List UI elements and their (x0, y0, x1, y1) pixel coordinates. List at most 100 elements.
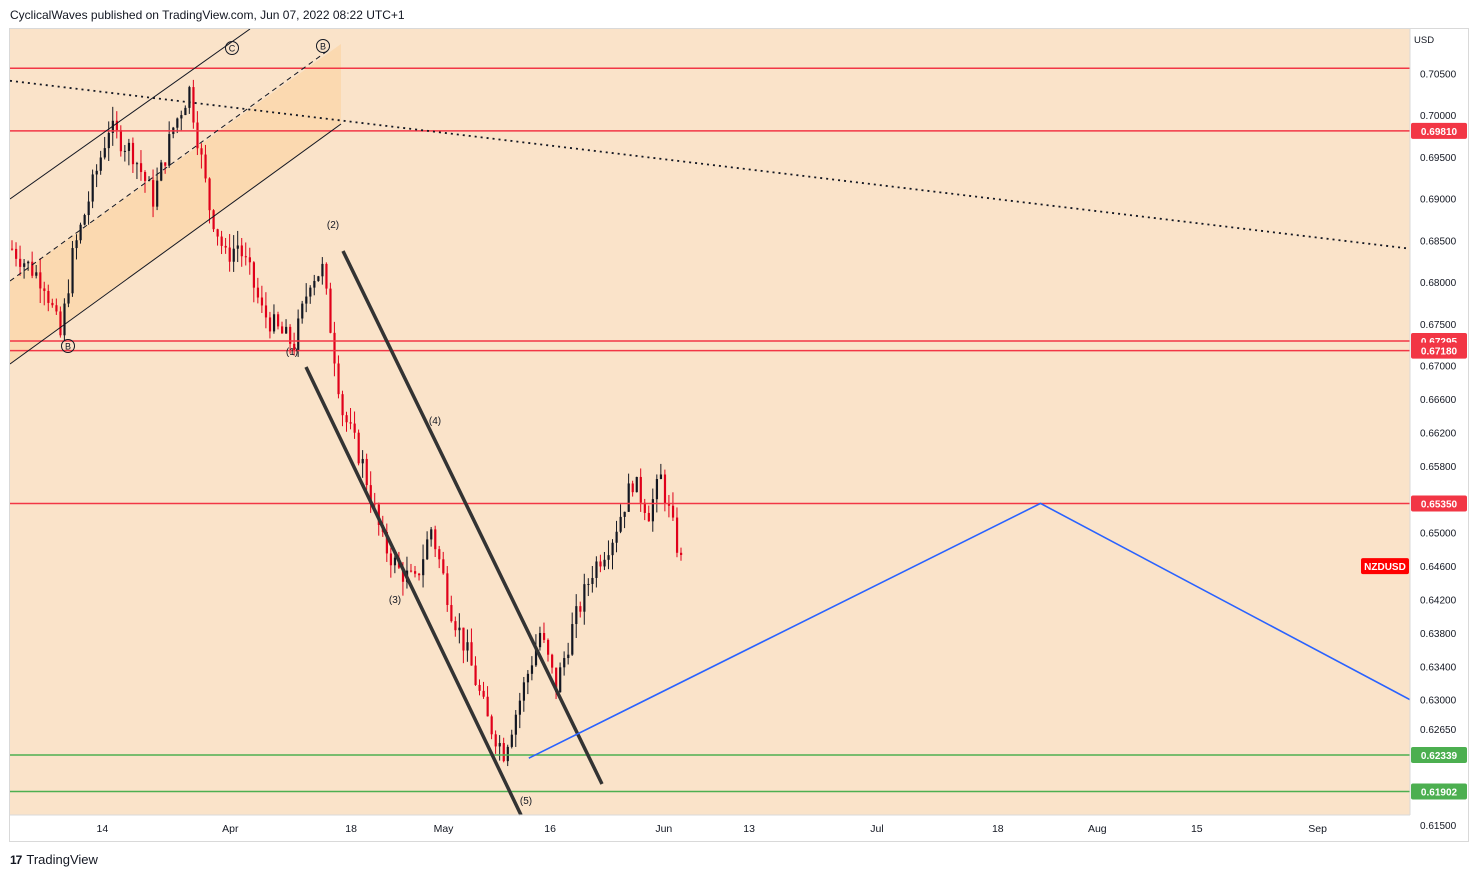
candle-body (107, 132, 110, 149)
wave-label-circle (61, 339, 75, 353)
projection-path[interactable] (528, 502, 1411, 759)
candle-body (135, 163, 139, 165)
price-tick: 0.64200 (1420, 595, 1457, 606)
candle-body (587, 583, 590, 585)
candle-body (139, 163, 143, 173)
candle-body (19, 258, 22, 267)
candle-body (385, 531, 389, 554)
candle-body (260, 297, 264, 306)
price-level-tag (1411, 783, 1467, 800)
candle-body (538, 632, 542, 648)
channel-mid-line[interactable] (9, 48, 331, 282)
candle-body (450, 605, 453, 622)
price-level-tag-text: 0.62339 (1421, 751, 1458, 762)
candle-body (389, 553, 393, 566)
candle-body (156, 180, 159, 207)
time-tick: Apr (222, 823, 239, 835)
candle-body (631, 483, 634, 493)
candle-body (506, 746, 509, 762)
time-tick: 13 (743, 823, 755, 835)
candle-body (659, 474, 663, 480)
candle-body (236, 245, 239, 249)
candle-body (667, 503, 671, 506)
candle-body (285, 326, 288, 334)
candle-body (502, 743, 505, 762)
candle-body (55, 305, 58, 312)
candle-body (276, 314, 280, 327)
price-tick: 0.63400 (1420, 662, 1457, 673)
candle-body (305, 296, 308, 304)
price-tick: 0.65000 (1420, 529, 1457, 540)
candle-body (131, 142, 135, 165)
candle-body (639, 476, 642, 503)
wave-label: (3) (389, 595, 401, 606)
candle-body (418, 573, 421, 576)
time-tick: 18 (345, 823, 357, 835)
candle-body (143, 172, 147, 181)
candle-body (196, 122, 199, 149)
candle-body (555, 667, 558, 693)
channel-upper-line[interactable] (9, 28, 251, 200)
price-axis[interactable]: USD 0.70500 0.70000 0.69500 0.69000 0.68500 0.… (1361, 29, 1467, 832)
candle-body (115, 120, 118, 131)
candle-body (365, 458, 368, 486)
candle-body (401, 567, 405, 582)
wave-label: C (229, 44, 236, 54)
candle-body (232, 248, 235, 262)
price-level-tag-text: 0.61902 (1421, 787, 1458, 798)
candle-body (272, 314, 276, 332)
tradingview-logo-icon: 17 (10, 852, 22, 867)
price-level-tag (1411, 746, 1467, 763)
price-chart[interactable]: C B B (1) (2) (3) (4) (5) USD 0.70500 0.70000 0.69… (9, 28, 1470, 843)
candle-body (164, 162, 167, 166)
candle-body (551, 654, 554, 668)
candle-body (95, 170, 98, 175)
candle-body (349, 422, 352, 424)
candle-body (204, 154, 207, 179)
drawings-layer (9, 28, 1411, 816)
candle-body (345, 415, 348, 423)
descending-channel-lower-line[interactable] (304, 366, 523, 816)
candle-body (542, 632, 546, 640)
candle-body (208, 178, 211, 211)
price-level-tag-text: 0.65350 (1421, 499, 1458, 510)
candle-body (357, 432, 360, 464)
candle-body (47, 290, 50, 303)
candle-body (643, 502, 646, 513)
candle-body (534, 647, 538, 666)
price-tick: 0.70500 (1420, 69, 1457, 80)
candle-body (651, 499, 654, 522)
brand-name: TradingView (26, 852, 98, 867)
candle-body (353, 423, 356, 433)
descending-channel-upper-line[interactable] (341, 250, 604, 785)
price-tick: 0.67500 (1420, 320, 1457, 331)
candle-body (67, 293, 70, 304)
time-tick: Aug (1088, 823, 1107, 835)
candle-body (103, 148, 106, 158)
channel-lower-line[interactable] (9, 123, 342, 365)
candle-body (268, 317, 272, 332)
wave-label-circle (316, 39, 330, 53)
candle-body (591, 577, 594, 584)
time-tick: Jun (655, 823, 672, 835)
candle-body (75, 240, 78, 249)
chart-frame[interactable]: C B B (1) (2) (3) (4) (5) USD 0.70500 0.70000 0.69… (9, 28, 1469, 842)
publisher-header: CyclicalWaves published on TradingView.c… (10, 8, 405, 22)
candle-body (559, 667, 562, 693)
time-tick: Jul (870, 823, 883, 835)
candle-body (240, 245, 243, 257)
candle-body (23, 263, 26, 267)
candle-body (474, 665, 477, 685)
wave-labels-layer: C B B (1) (2) (3) (4) (5) (61, 39, 532, 807)
candle-body (212, 210, 215, 230)
time-tick: 18 (992, 823, 1004, 835)
time-tick: Sep (1308, 823, 1327, 835)
candle-body (301, 303, 304, 319)
candle-body (83, 215, 86, 225)
dotted-trendline[interactable] (9, 79, 1411, 250)
price-tick: 0.64600 (1420, 562, 1457, 573)
time-axis[interactable]: 14 Apr 18 May 16 Jun 13 Jul 18 Aug 15 Sep (10, 814, 1410, 835)
candle-body (575, 606, 578, 625)
candle-body (309, 287, 312, 297)
price-level-tag-text: 0.67180 (1421, 347, 1458, 358)
